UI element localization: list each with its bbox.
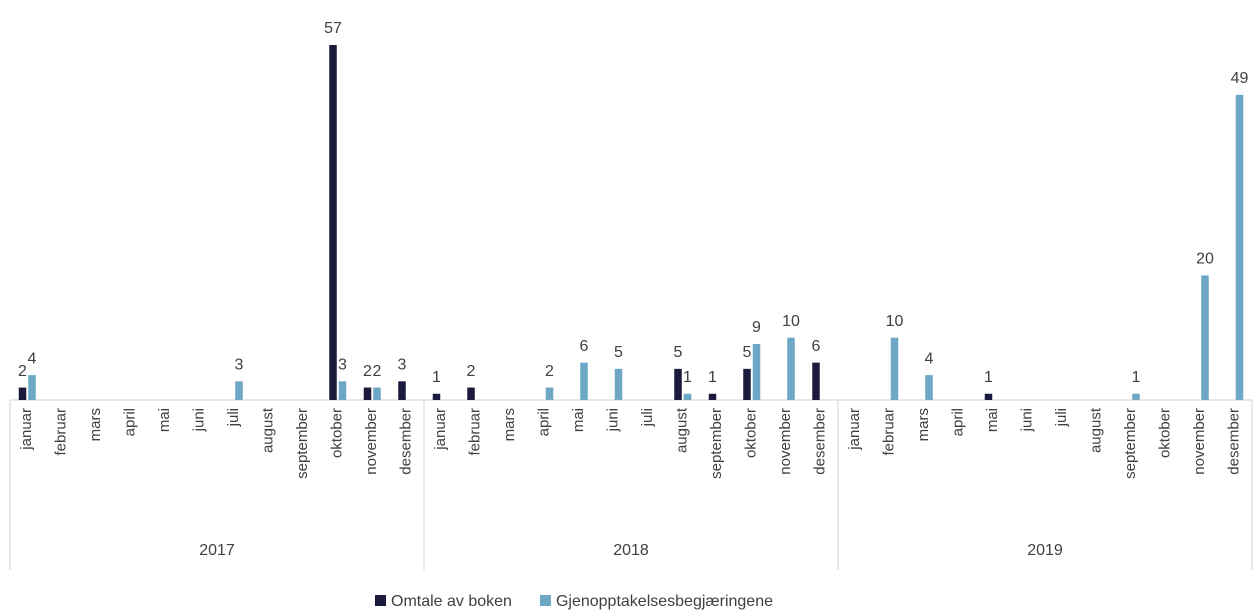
year-label: 2019 — [1027, 542, 1063, 559]
x-tick-label: januar — [18, 408, 35, 451]
data-label: 1 — [432, 369, 441, 386]
x-tick-label: april — [950, 408, 967, 436]
x-tick-label: mai — [156, 408, 173, 432]
data-label: 1 — [683, 369, 692, 386]
data-label: 4 — [28, 350, 37, 367]
x-tick-label: september — [708, 408, 725, 479]
bar — [614, 368, 623, 400]
data-label: 9 — [752, 319, 761, 336]
bar — [329, 45, 337, 400]
legend-label: Gjenopptakelsesbegjæringene — [556, 593, 773, 610]
x-tick-label: august — [260, 407, 277, 453]
data-label: 6 — [812, 338, 821, 355]
bar — [338, 381, 347, 400]
x-tick-label: september — [294, 408, 311, 479]
x-tick-label: mars — [915, 408, 932, 441]
data-label: 1 — [1132, 369, 1141, 386]
bar — [708, 393, 717, 400]
data-label: 1 — [984, 369, 993, 386]
bar — [18, 387, 27, 400]
data-label: 5 — [674, 344, 683, 361]
bar — [925, 375, 933, 400]
data-label: 3 — [338, 357, 347, 374]
bar — [1132, 393, 1140, 400]
bar — [812, 362, 820, 400]
year-label: 2018 — [613, 542, 649, 559]
legend-label: Omtale av boken — [391, 593, 512, 610]
x-tick-label: desember — [812, 408, 829, 475]
bar — [984, 393, 993, 400]
bar — [373, 387, 381, 400]
bar — [467, 387, 475, 400]
data-label: 20 — [1196, 251, 1214, 268]
data-label: 5 — [743, 344, 752, 361]
bar — [363, 387, 372, 400]
bar — [752, 343, 761, 400]
x-tick-label: desember — [1226, 408, 1243, 475]
data-label: 4 — [925, 350, 934, 367]
x-tick-label: mars — [501, 408, 518, 441]
bar — [580, 362, 588, 400]
data-label: 49 — [1231, 70, 1249, 87]
x-tick-label: juli — [225, 408, 242, 427]
data-label: 6 — [580, 338, 589, 355]
bar — [398, 381, 406, 400]
x-tick-label: august — [674, 407, 691, 453]
legend-swatch — [375, 595, 386, 606]
x-tick-label: mars — [87, 408, 104, 441]
bar — [1235, 94, 1244, 401]
x-tick-label: november — [363, 408, 380, 475]
data-label: 3 — [235, 357, 244, 374]
x-tick-label: desember — [398, 408, 415, 475]
data-label: 10 — [886, 313, 904, 330]
x-tick-label: mai — [984, 408, 1001, 432]
legend-swatch — [539, 595, 551, 606]
data-label: 2 — [363, 363, 372, 380]
data-label: 57 — [324, 20, 342, 37]
x-tick-label: november — [777, 408, 794, 475]
data-label: 2 — [373, 363, 382, 380]
x-tick-label: oktober — [1157, 408, 1174, 458]
x-tick-label: februar — [467, 408, 484, 456]
x-tick-label: april — [122, 408, 139, 436]
bar — [28, 375, 36, 400]
data-label: 2 — [467, 363, 476, 380]
bar — [743, 368, 751, 400]
legend: Omtale av boken Gjenopptakelsesbegjæringe… — [375, 593, 773, 610]
data-label: 2 — [545, 363, 554, 380]
bar — [545, 387, 554, 400]
x-tick-label: juni — [605, 408, 622, 432]
x-tick-label: januar — [432, 408, 449, 451]
data-label: 1 — [708, 369, 717, 386]
data-label: 10 — [782, 313, 800, 330]
x-tick-label: juli — [1053, 408, 1070, 427]
x-tick-label: mai — [570, 408, 587, 432]
bar — [683, 393, 692, 400]
x-tick-label: september — [1122, 408, 1139, 479]
x-tick-label: april — [536, 408, 553, 436]
x-tick-label: oktober — [329, 408, 346, 458]
x-tick-label: februar — [53, 408, 70, 456]
data-label: 2 — [18, 363, 27, 380]
x-tick-label: oktober — [743, 408, 760, 458]
x-tick-label: juni — [1019, 408, 1036, 432]
bar — [1201, 275, 1209, 400]
bar — [787, 337, 795, 400]
x-tick-label: januar — [846, 408, 863, 451]
bar — [432, 393, 441, 400]
x-tick-label: august — [1088, 407, 1105, 453]
data-label: 3 — [398, 357, 407, 374]
bar — [674, 368, 682, 400]
data-label: 5 — [614, 344, 623, 361]
x-tick-label: november — [1191, 408, 1208, 475]
x-tick-label: juli — [639, 408, 656, 427]
year-label: 2017 — [199, 542, 235, 559]
bar — [235, 381, 243, 400]
x-tick-label: juni — [191, 408, 208, 432]
bar — [890, 337, 899, 400]
x-tick-label: februar — [881, 408, 898, 456]
